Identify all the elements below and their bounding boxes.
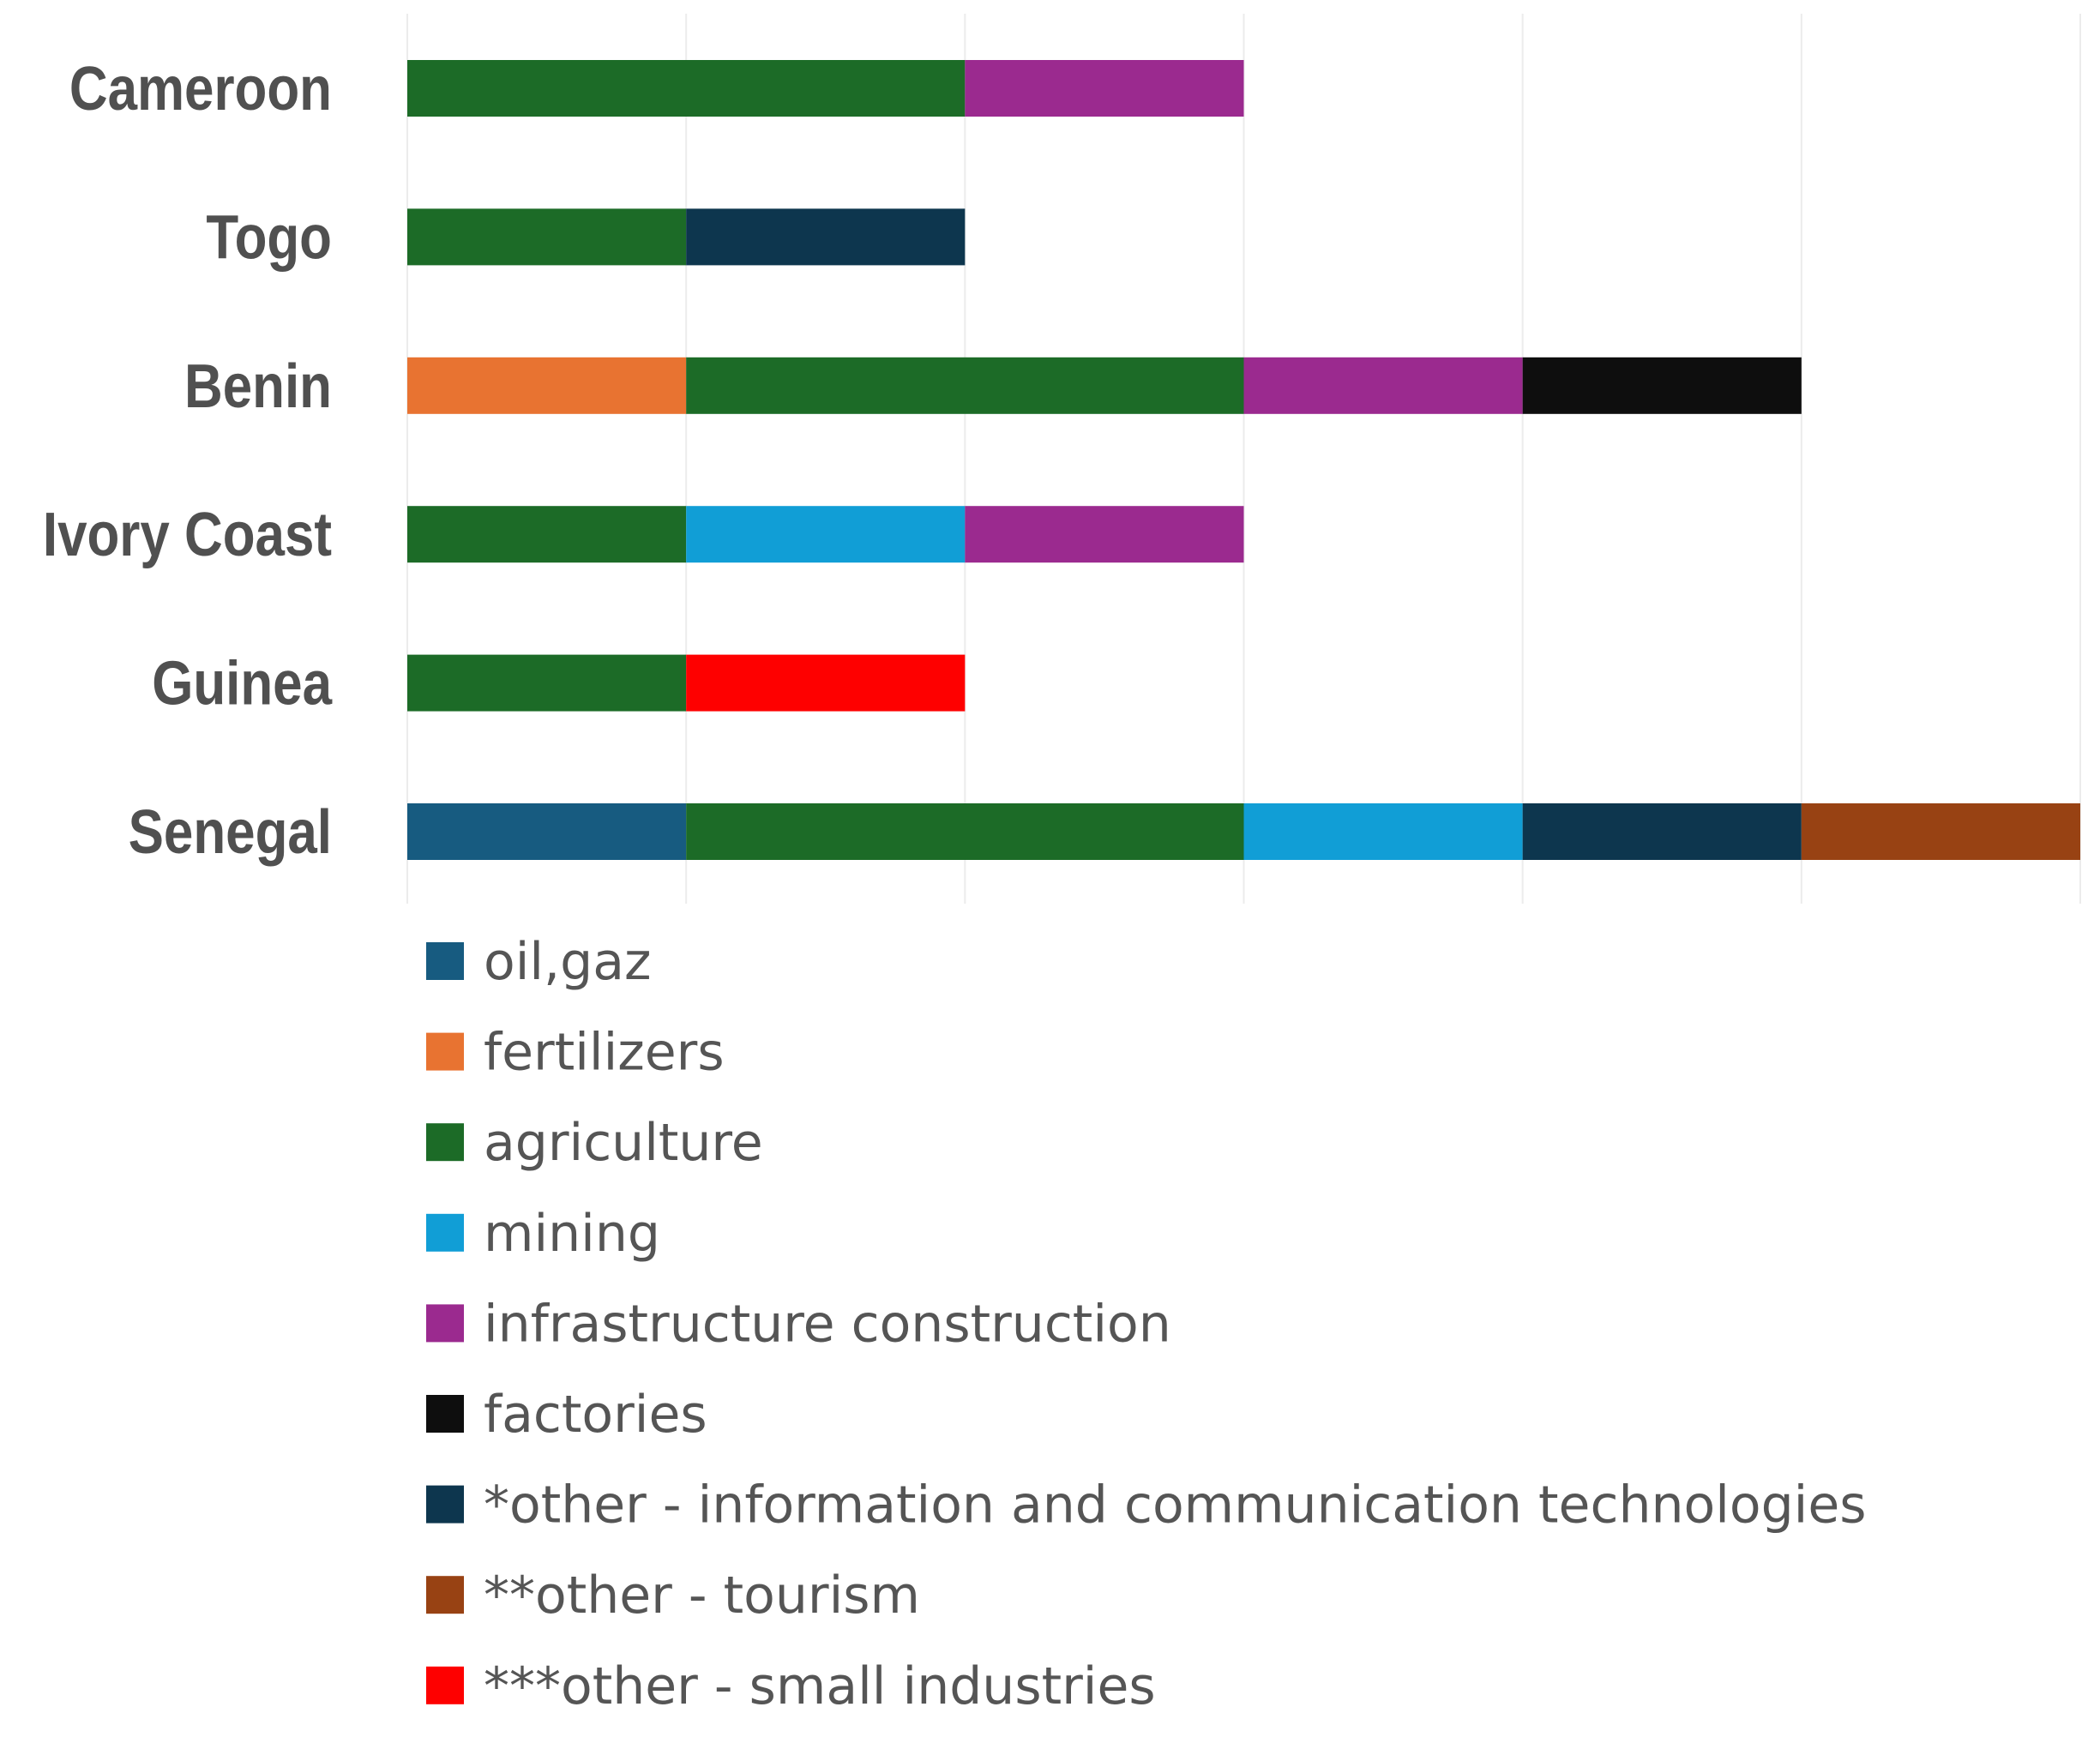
bar-segment [686, 357, 1244, 414]
bar-segment [965, 60, 1244, 117]
legend-swatch [426, 942, 464, 980]
bar-segment [407, 60, 966, 117]
category-label: Senegal [129, 798, 332, 867]
legend-label: **other - tourism [484, 1566, 920, 1626]
bar-segment [686, 654, 966, 712]
bar-segment [407, 506, 687, 563]
bar-segment [1243, 357, 1523, 414]
category-label: Togo [206, 203, 332, 272]
bar-segment [407, 803, 687, 860]
category-labels: Cameroon Togo Benin Ivory Coast Guinea Senega… [43, 55, 333, 867]
legend-item: infrastructure construction [426, 1294, 1171, 1354]
legend-label: ***other - small industries [484, 1656, 1156, 1716]
bar-segment [965, 506, 1244, 563]
legend-label: *other - information and communication t… [484, 1476, 1867, 1536]
category-label: Ivory Coast [43, 501, 332, 569]
legend-swatch [426, 1123, 464, 1162]
legend-swatch [426, 1304, 464, 1343]
legend-swatch [426, 1395, 464, 1433]
legend-label: fertilizers [484, 1023, 725, 1083]
bar-segment [1522, 357, 1802, 414]
bar-segment [1243, 803, 1523, 860]
bar-segment [1801, 803, 2080, 860]
gridlines [406, 14, 2081, 904]
bar-segment [407, 654, 687, 712]
legend-label: oil,gaz [484, 932, 651, 992]
legend-item: ***other - small industries [426, 1656, 1156, 1716]
legend-swatch [426, 1666, 464, 1704]
legend-label: mining [484, 1204, 660, 1264]
legend-item: *other - information and communication t… [426, 1476, 1867, 1536]
legend-label: factories [484, 1385, 707, 1445]
bar-segment [1522, 803, 1802, 860]
legend-item: factories [426, 1385, 707, 1445]
category-label: Guinea [152, 649, 332, 718]
legend-swatch [426, 1576, 464, 1614]
legend-swatch [426, 1485, 464, 1524]
bar-segment [686, 208, 966, 266]
bars [407, 60, 2080, 860]
bar-segment [407, 357, 687, 414]
bar-segment [686, 803, 1244, 860]
bar-segment [407, 208, 687, 266]
category-label: Benin [184, 352, 332, 420]
bar-segment [686, 506, 966, 563]
legend-item: mining [426, 1204, 660, 1264]
legend-swatch [426, 1032, 464, 1071]
category-label: Cameroon [69, 55, 332, 123]
legend-item: oil,gaz [426, 932, 651, 992]
legend-swatch [426, 1213, 464, 1252]
legend-item: fertilizers [426, 1023, 725, 1083]
legend-item: **other - tourism [426, 1566, 920, 1626]
legend: oil,gaz fertilizers agriculture mining infra… [426, 932, 1867, 1716]
legend-item: agriculture [426, 1113, 763, 1173]
legend-label: infrastructure construction [484, 1294, 1171, 1354]
legend-label: agriculture [484, 1113, 763, 1173]
